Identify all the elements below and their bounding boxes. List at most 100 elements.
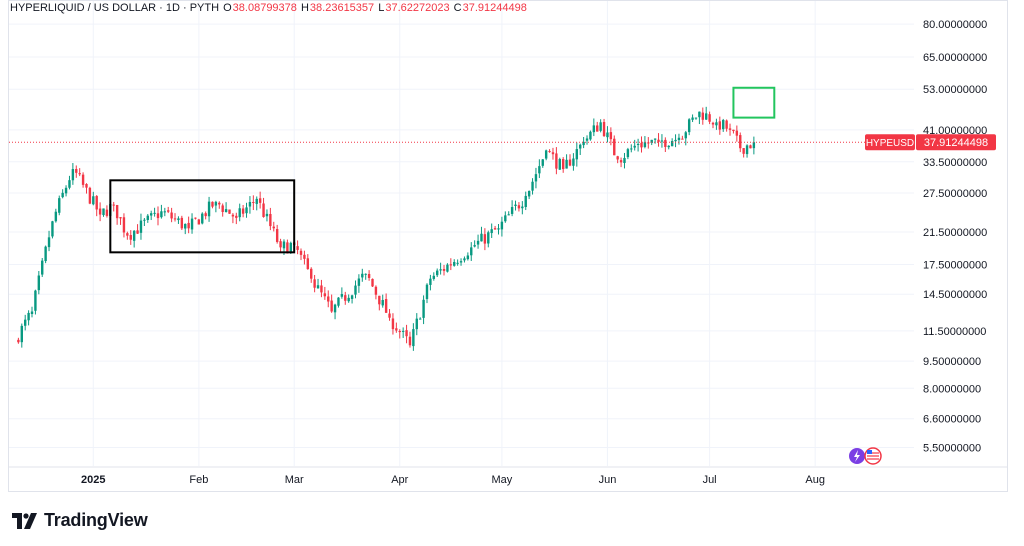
tradingview-brand[interactable]: TradingView	[12, 510, 148, 531]
candle-body	[504, 215, 507, 222]
candle	[596, 121, 599, 132]
candle-body	[439, 269, 442, 271]
candle-body	[92, 196, 95, 205]
candle-body	[728, 128, 732, 130]
candle-body	[718, 121, 722, 130]
y-tick-label: 80.00000000	[923, 19, 987, 31]
candle-body	[650, 139, 653, 143]
candle-body	[585, 138, 589, 141]
candle-body	[735, 130, 739, 136]
chart-area[interactable]: 80.00000000 65.00000000 53.00000000 41.0000…	[8, 0, 1008, 492]
candle-body	[395, 328, 398, 331]
candle	[687, 118, 691, 136]
candle-body	[606, 132, 609, 138]
candle-body	[674, 139, 677, 142]
candle	[456, 259, 459, 266]
candle-body	[361, 273, 364, 278]
candle-body	[81, 174, 85, 185]
candle	[705, 106, 708, 121]
candle-body	[561, 159, 565, 170]
candle	[517, 202, 521, 212]
candle-body	[514, 204, 517, 206]
candle-body	[207, 201, 211, 217]
candle-body	[681, 138, 684, 140]
candle	[316, 278, 320, 289]
candle	[487, 230, 490, 248]
candle-body	[446, 264, 449, 272]
candle-body	[95, 196, 98, 210]
tradingview-logo-icon	[12, 512, 37, 529]
candle-body	[384, 299, 388, 313]
candle	[112, 201, 115, 212]
candle-body	[711, 122, 715, 125]
candle-body	[473, 245, 476, 247]
candle	[160, 204, 163, 219]
candle	[105, 205, 109, 218]
candle-body	[670, 140, 674, 147]
candle	[85, 183, 88, 194]
candle-body	[160, 211, 163, 218]
candle-body	[534, 174, 538, 182]
candle	[378, 295, 381, 311]
candle	[64, 185, 68, 197]
candle	[476, 234, 480, 249]
candle-body	[626, 149, 630, 158]
candle	[269, 207, 272, 231]
candle	[156, 206, 160, 226]
candle-body	[708, 114, 711, 122]
candle-body	[197, 219, 201, 225]
candle-body	[218, 202, 221, 205]
candle-body	[568, 159, 572, 166]
candle	[749, 144, 752, 149]
candle	[149, 210, 153, 221]
candle	[68, 175, 71, 190]
candle-body	[51, 221, 54, 237]
candle	[436, 268, 439, 277]
candle	[371, 278, 374, 287]
candle-body	[555, 153, 558, 169]
y-tick-label: 33.50000000	[923, 157, 987, 169]
candle-body	[436, 270, 439, 276]
candle-body	[34, 290, 37, 311]
candle-body	[173, 218, 177, 220]
candle-body	[221, 205, 224, 212]
candle-body	[429, 278, 432, 285]
y-tick-label: 21.50000000	[923, 227, 987, 239]
candle-body	[630, 148, 633, 150]
candle	[299, 248, 303, 261]
candle	[575, 142, 579, 167]
candle	[388, 309, 391, 321]
candle-body	[146, 215, 149, 220]
candle-body	[262, 203, 265, 217]
candle-body	[201, 213, 204, 224]
candle-body	[558, 158, 561, 170]
candle-body	[619, 160, 623, 163]
candle-body	[493, 228, 497, 230]
candle-body	[170, 212, 173, 219]
candle-body	[272, 226, 275, 229]
candle	[538, 159, 541, 179]
price-tag-symbol: HYPEUSD	[866, 138, 914, 149]
candle-body	[214, 201, 218, 206]
candle-body	[517, 205, 521, 209]
candle	[599, 119, 602, 133]
candle-body	[715, 122, 718, 126]
candle-body	[279, 241, 282, 248]
candle-body	[599, 122, 602, 131]
candle	[54, 208, 58, 223]
candle-body	[442, 268, 446, 271]
candle	[752, 136, 756, 155]
candle-body	[211, 201, 214, 207]
candle	[473, 240, 476, 248]
candle	[197, 218, 201, 225]
candlestick-chart[interactable]: 80.00000000 65.00000000 53.00000000 41.0000…	[9, 1, 1007, 491]
candle-body	[453, 262, 456, 266]
candle-body	[177, 218, 180, 221]
candle	[674, 134, 677, 148]
candle	[303, 250, 306, 265]
candle-body	[664, 139, 667, 147]
candle	[228, 209, 231, 214]
candle	[742, 148, 745, 158]
candle	[265, 209, 269, 222]
candle-body	[204, 213, 207, 217]
